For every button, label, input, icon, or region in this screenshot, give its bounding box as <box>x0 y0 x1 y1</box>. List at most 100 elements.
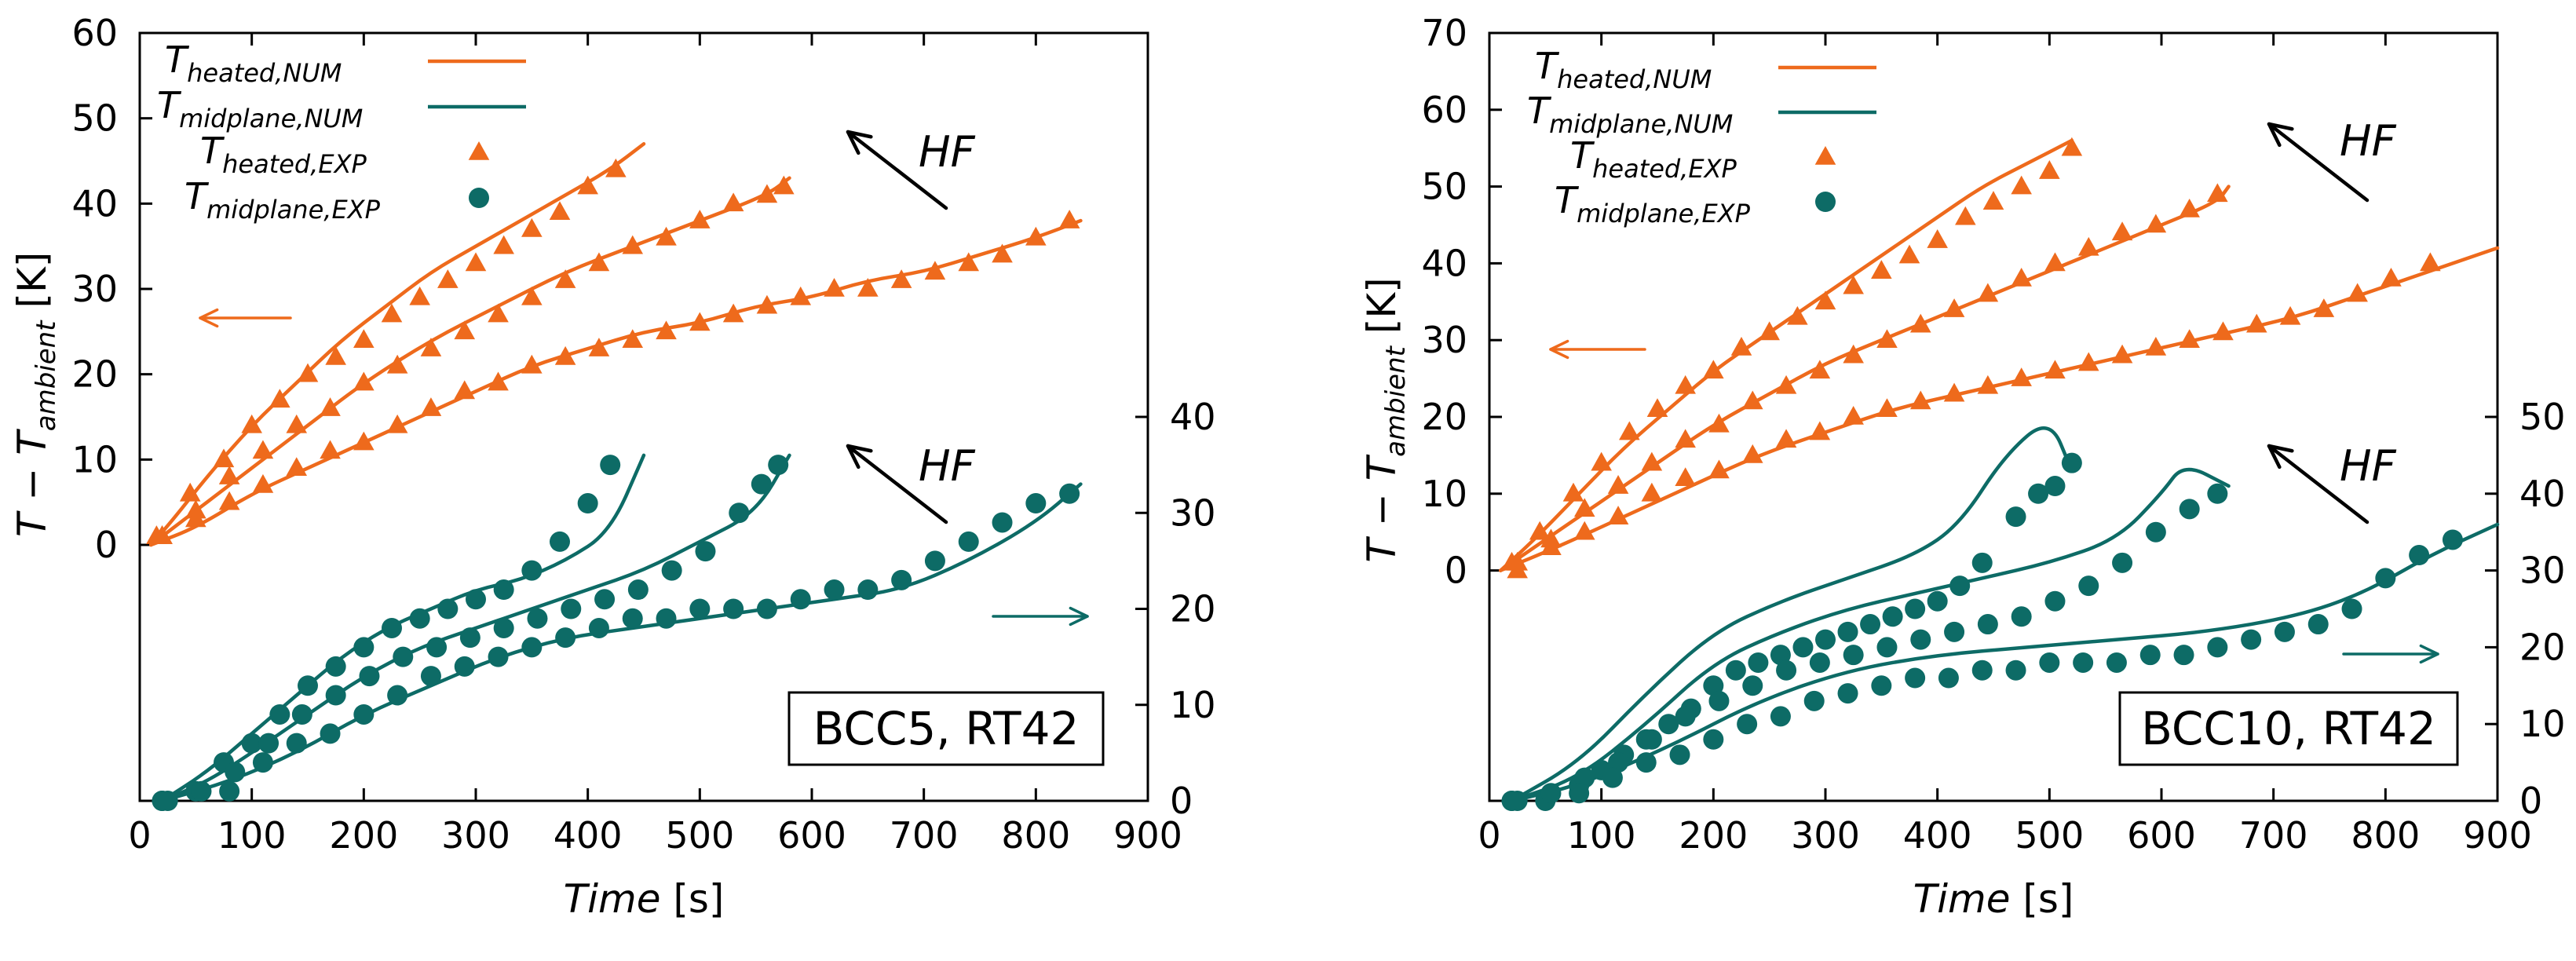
chart-panel-bcc5: 0 100 200 300 400 500 600 700 800 900010203040506… <box>9 12 1216 922</box>
triangle-marker <box>554 269 576 288</box>
triangle-marker <box>286 457 308 476</box>
circle-marker <box>1882 606 1903 627</box>
circle-marker <box>2005 506 2026 528</box>
circle-marker <box>1949 576 1971 597</box>
triangle-marker <box>1876 398 1898 418</box>
x-axis-label-unit: [s] <box>2010 876 2074 922</box>
triangle-marker <box>454 320 476 340</box>
circle-marker <box>1910 629 1931 650</box>
triangle-marker <box>1607 475 1629 494</box>
y-right-tick-label: 20 <box>2519 626 2566 668</box>
y-left-tick-label: 10 <box>71 438 118 480</box>
circle-marker <box>555 627 576 649</box>
circle-marker <box>1770 645 1791 666</box>
triangle-marker <box>1562 482 1584 502</box>
circle-marker <box>588 617 609 638</box>
triangle-marker <box>1708 413 1730 433</box>
circle-marker <box>291 703 312 725</box>
y-left-tick-label: 60 <box>1421 89 1467 131</box>
circle-marker <box>1703 675 1724 696</box>
triangle-marker <box>605 158 627 177</box>
x-tick-label: 300 <box>441 814 510 857</box>
series-heated_num_3 <box>149 218 1083 547</box>
triangle-marker <box>213 448 235 468</box>
y-axis-label: T − Tambient [K] <box>1359 277 1412 562</box>
triangle-marker <box>656 320 677 340</box>
y-right-tick-label: 0 <box>2519 780 2542 822</box>
circle-marker <box>2145 521 2166 543</box>
triangle-marker <box>1871 260 1892 279</box>
triangle-marker <box>1641 451 1663 471</box>
circle-marker <box>1742 675 1763 696</box>
circle-marker <box>521 637 543 658</box>
circle-marker <box>1837 621 1858 642</box>
x-tick-label: 0 <box>128 814 151 857</box>
triangle-marker <box>420 338 442 356</box>
series-midplane_exp_2 <box>157 455 789 811</box>
circle-marker <box>1737 714 1758 735</box>
triangle-marker <box>1809 421 1831 440</box>
circle-marker <box>1792 637 1814 658</box>
triangle-marker <box>488 303 509 323</box>
circle-marker <box>359 666 380 687</box>
circle-marker <box>561 598 582 619</box>
circle-marker <box>1602 767 1623 788</box>
triangle-marker <box>437 269 459 288</box>
circle-marker <box>550 531 570 552</box>
hf-arrow-1-head <box>2267 122 2294 148</box>
triangle-marker <box>179 482 201 502</box>
triangle-marker <box>2011 367 2032 386</box>
circle-marker <box>1059 483 1080 504</box>
circle-marker <box>1608 752 1629 773</box>
legend-entry-sub: midplane,EXP <box>206 195 380 225</box>
legend-entry-main: T <box>157 84 182 126</box>
triangle-marker <box>269 389 290 408</box>
triangle-marker <box>2011 267 2032 287</box>
circle-marker <box>1025 493 1047 514</box>
circle-marker <box>2274 621 2295 642</box>
circle-marker <box>387 685 408 706</box>
hf-label-1: HF <box>2340 116 2397 166</box>
circle-marker <box>729 502 750 524</box>
case-label-box <box>2118 691 2459 766</box>
y-left-tick-label: 10 <box>1421 473 1467 515</box>
x-tick-label: 100 <box>217 814 287 857</box>
circle-marker <box>1675 706 1696 727</box>
circle-marker <box>2375 568 2396 589</box>
legend-entry-label: Tmidplane,EXP <box>1555 179 1751 228</box>
y-right-tick-label: 10 <box>2519 703 2566 745</box>
triangle-marker <box>549 201 571 220</box>
circle-marker <box>219 780 240 802</box>
y-left-tick-label: 0 <box>95 524 118 566</box>
series-heated_exp_2 <box>152 175 795 544</box>
triangle-marker <box>353 329 375 348</box>
circle-marker <box>1501 791 1522 811</box>
circle-marker <box>2341 598 2362 619</box>
hf-label-1: HF <box>919 127 976 177</box>
triangle-marker <box>1943 298 1965 317</box>
circle-marker <box>2044 590 2066 612</box>
triangle-marker <box>1646 398 1668 418</box>
series-line <box>1499 185 2231 572</box>
triangle-marker <box>252 440 274 459</box>
legend-entry-main: T <box>185 175 210 217</box>
legend-entry-label: Tmidplane,NUM <box>1527 90 1733 139</box>
circle-marker <box>493 579 514 601</box>
circle-marker <box>493 617 514 638</box>
triangle-marker <box>2420 252 2441 272</box>
series-heated_num_2 <box>1499 185 2231 572</box>
legend-entry-sub: midplane,NUM <box>1549 109 1733 139</box>
hf-arrow-2-head <box>846 444 873 470</box>
series-line <box>149 176 791 547</box>
circle-marker <box>1927 590 1948 612</box>
triangle-marker <box>1675 429 1696 448</box>
triangle-marker <box>577 175 598 195</box>
circle-marker <box>2241 629 2262 650</box>
circle-marker <box>2078 576 2099 597</box>
circle-marker <box>459 627 480 649</box>
triangle-marker <box>689 210 711 228</box>
circle-marker <box>2207 483 2228 504</box>
left-axis-indicator-arrow-head <box>199 308 219 328</box>
legend-entry-label: Theated,NUM <box>1535 45 1712 94</box>
